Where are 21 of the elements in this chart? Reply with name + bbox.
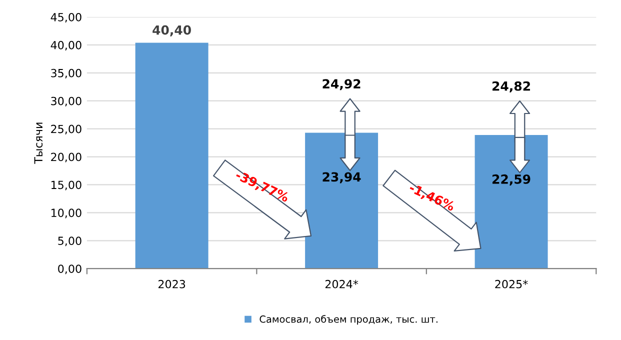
annotation: 24,82: [492, 81, 530, 92]
y-tick-label: 10,00: [51, 208, 82, 218]
y-axis-title: Тысячи: [34, 122, 43, 164]
y-tick-label: 40,00: [50, 40, 82, 50]
x-tick-label: 2024*: [325, 280, 358, 288]
y-tick-label: 30,00: [51, 96, 82, 106]
data-label: 40,40: [152, 25, 191, 36]
y-tick-label: 5,00: [58, 236, 82, 246]
bar: [135, 42, 208, 269]
y-tick-label: 0,00: [58, 264, 82, 274]
legend-label: Самосвал, объем продаж, тыс. шт.: [260, 315, 438, 325]
y-tick-label: 15,00: [51, 180, 82, 190]
y-tick-label: 25,00: [51, 124, 82, 134]
y-tick-label: 20,00: [51, 152, 82, 162]
x-tick-label: 2023: [158, 280, 186, 288]
annotation: 24,92: [322, 79, 360, 90]
y-tick-label: 35,00: [51, 68, 82, 78]
annotation: 23,94: [322, 172, 361, 184]
y-tick-label: 45,00: [50, 12, 82, 23]
annotation: 22,59: [492, 174, 530, 186]
x-tick-label: 2025*: [495, 280, 528, 288]
